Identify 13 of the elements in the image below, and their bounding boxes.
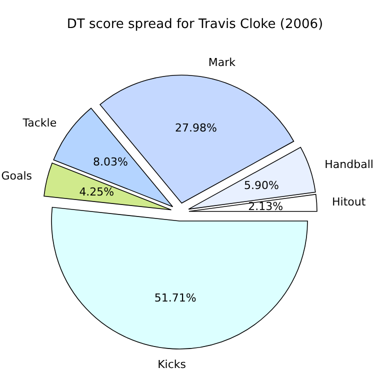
slice-label: Handball <box>324 158 374 172</box>
slice-label: Hitout <box>332 196 366 209</box>
data-label: 4.25% <box>79 185 114 198</box>
slice-label: Mark <box>208 56 236 70</box>
data-label: 2.13% <box>248 200 284 214</box>
slice-label: Kicks <box>158 358 186 371</box>
data-label: 51.71% <box>154 292 196 305</box>
chart-title: DT score spread for Travis Cloke (2006) <box>66 17 324 32</box>
data-label: 5.90% <box>244 178 279 192</box>
data-label: 27.98% <box>174 122 217 135</box>
slice-label: Tackle <box>22 116 57 130</box>
slice-label: Goals <box>1 169 32 182</box>
data-label: 8.03% <box>93 156 128 169</box>
